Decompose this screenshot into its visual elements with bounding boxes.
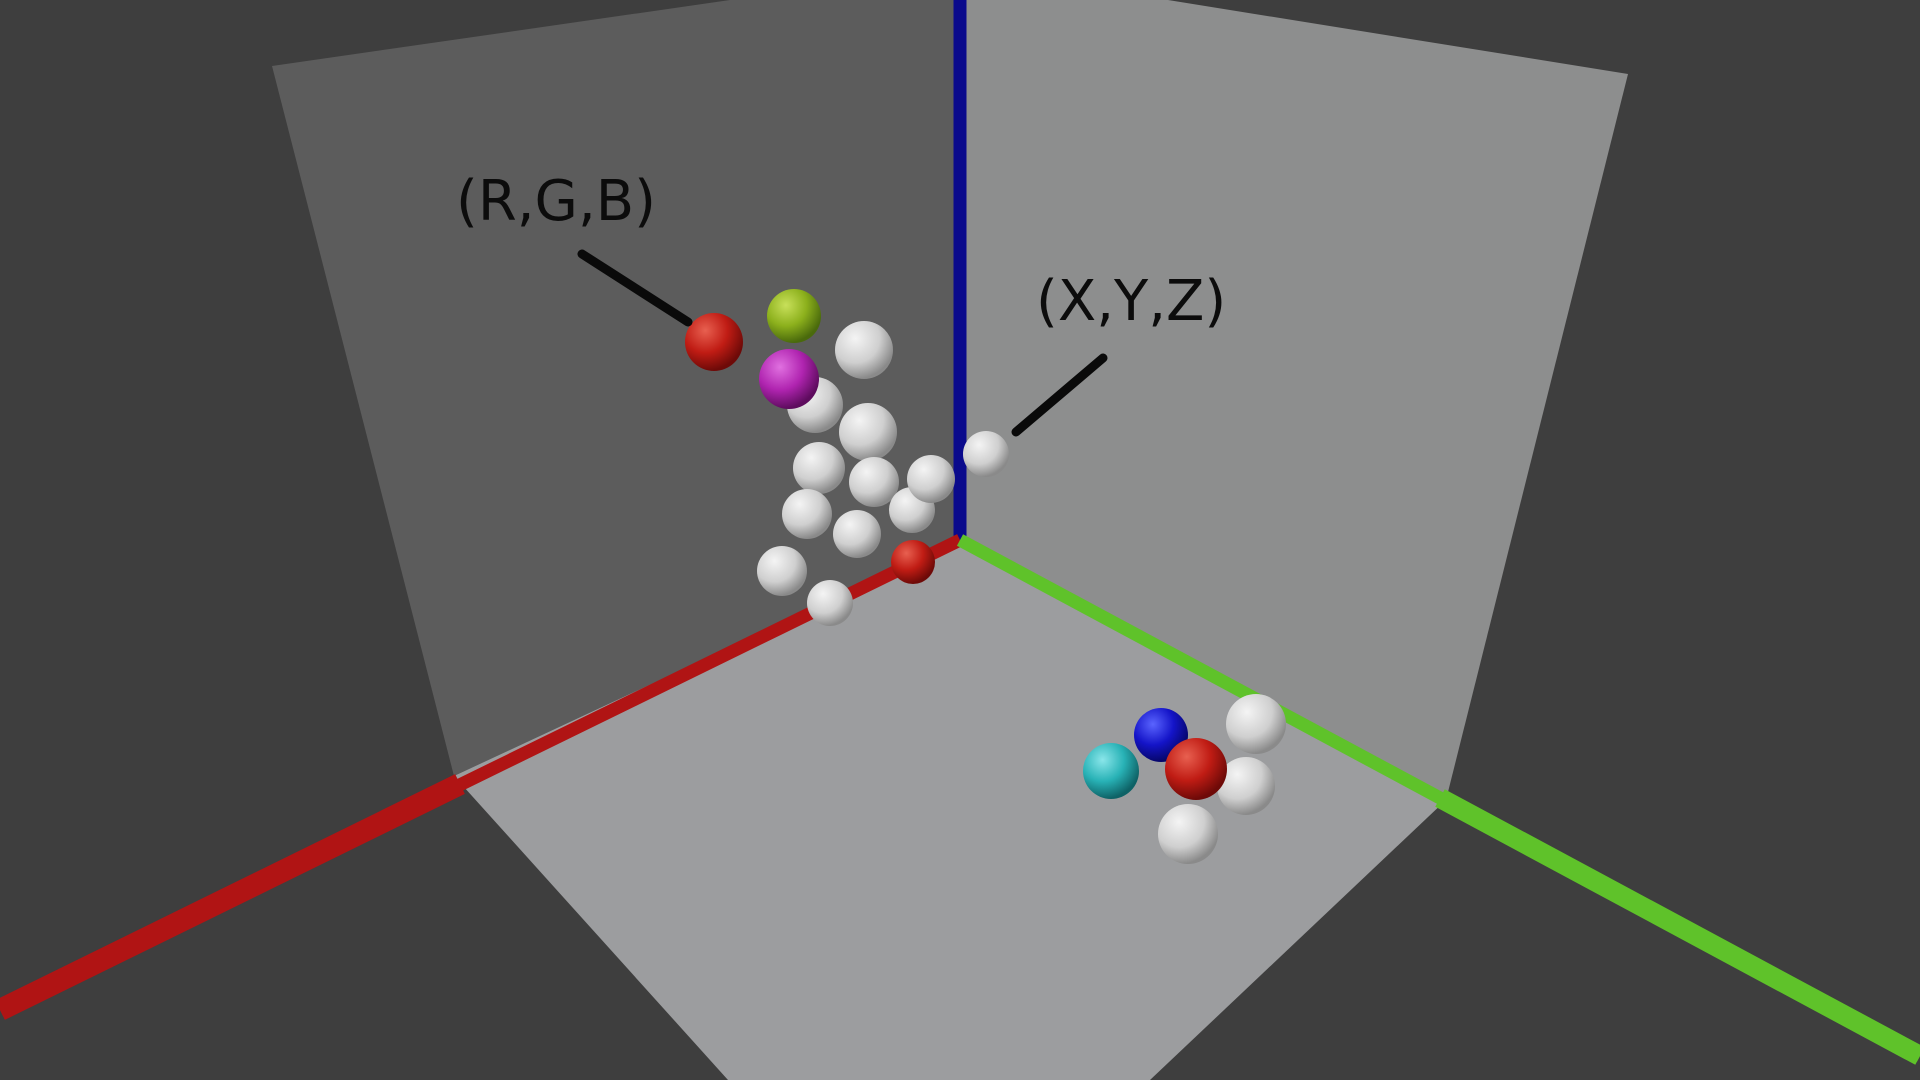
- rgb-leader-line: [577, 249, 693, 327]
- xyz-leader-line: [1011, 353, 1108, 437]
- sphere-gray: [839, 403, 897, 461]
- sphere-gray: [793, 442, 845, 494]
- rgb-label: (R,G,B): [456, 169, 656, 234]
- sphere-red: [685, 313, 743, 371]
- sphere-gray: [1158, 804, 1218, 864]
- sphere-green: [767, 289, 821, 343]
- sphere-cyan: [1083, 743, 1139, 799]
- sphere-gray: [833, 510, 881, 558]
- sphere-gray: [907, 455, 955, 503]
- leader-lines: [577, 249, 1108, 437]
- sphere-gray: [963, 431, 1009, 477]
- sphere-gray: [807, 580, 853, 626]
- sphere-cluster-floor: [1083, 694, 1286, 864]
- sphere-gray: [1226, 694, 1286, 754]
- xyz-label: (X,Y,Z): [1036, 269, 1226, 334]
- sphere-gray: [1217, 757, 1275, 815]
- y-axis-outer: [1435, 789, 1920, 1065]
- sphere-magenta: [759, 349, 819, 409]
- sphere-cluster-color: [685, 289, 1009, 626]
- x-axis-outer: [0, 774, 465, 1020]
- sphere-gray: [782, 489, 832, 539]
- sphere-red-large: [1165, 738, 1227, 800]
- sphere-gray: [849, 457, 899, 507]
- sphere-red-small: [891, 540, 935, 584]
- sphere-gray: [835, 321, 893, 379]
- right-wall: [960, 0, 1628, 800]
- sphere-gray: [757, 546, 807, 596]
